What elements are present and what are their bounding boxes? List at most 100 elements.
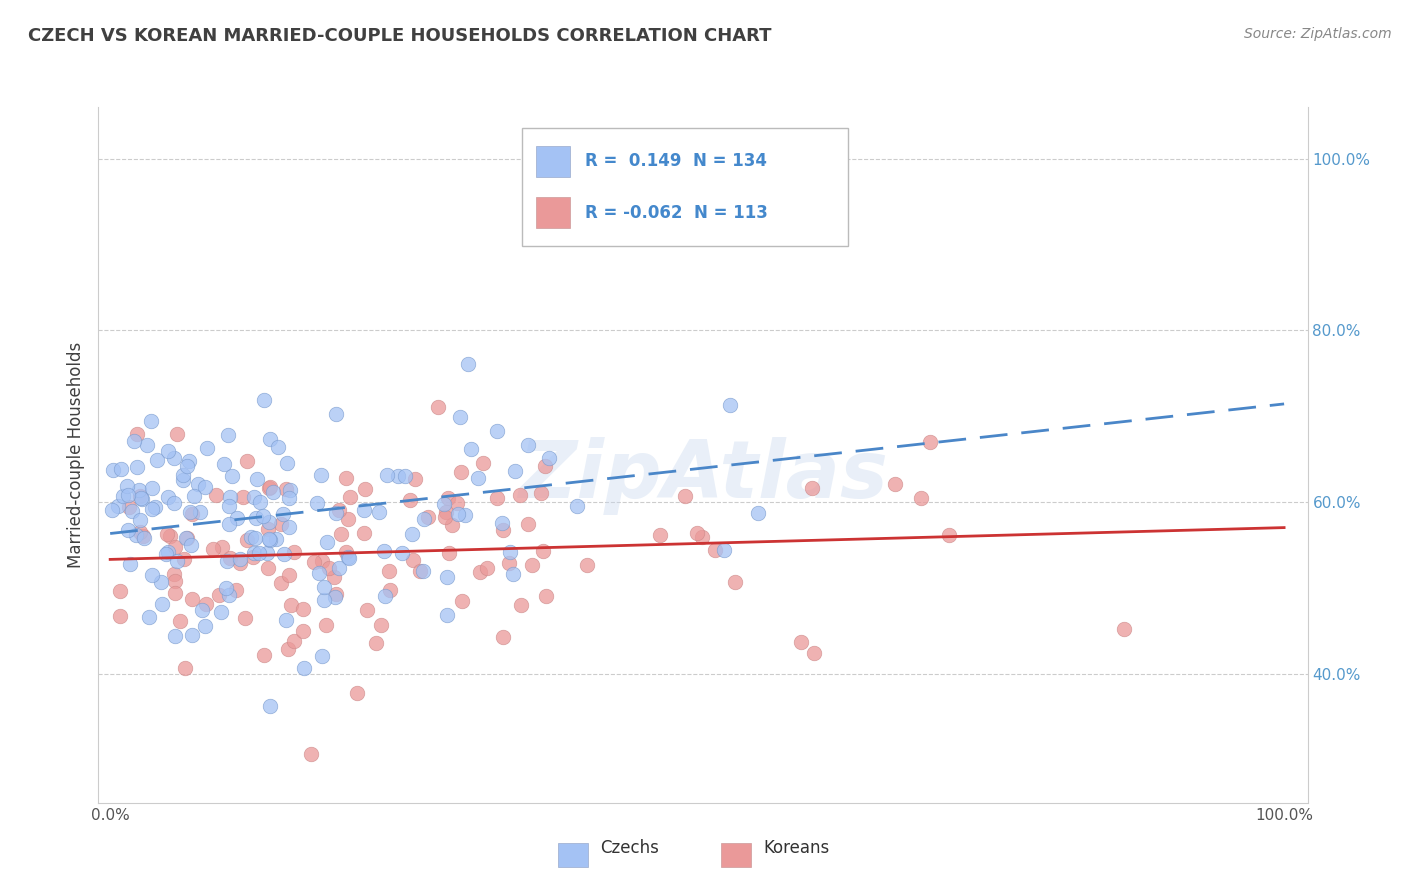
Point [150, 597, 173, 611]
Point [173, 551, 195, 566]
Point [434, 505, 457, 519]
Point [538, 450, 561, 465]
Point [446, 496, 468, 510]
Point [491, 516, 513, 530]
Point [273, 547, 295, 561]
Point [187, 476, 209, 491]
Point [229, 552, 252, 566]
Point [370, 618, 392, 632]
Point [112, 489, 135, 503]
Point [339, 490, 361, 504]
Point [125, 527, 148, 541]
Point [329, 526, 352, 541]
Point [394, 468, 416, 483]
Point [249, 495, 271, 509]
Point [516, 438, 538, 452]
Point [194, 480, 217, 494]
Point [165, 586, 187, 600]
Point [353, 503, 375, 517]
Point [309, 467, 332, 482]
Point [328, 502, 350, 516]
Point [486, 424, 509, 438]
Point [516, 517, 538, 532]
Text: R = -0.062  N = 113: R = -0.062 N = 113 [585, 203, 768, 222]
Point [803, 646, 825, 660]
Point [270, 575, 292, 590]
Point [356, 603, 378, 617]
Point [218, 517, 240, 532]
Point [117, 488, 139, 502]
Point [131, 491, 153, 506]
Point [177, 454, 200, 468]
Point [245, 511, 267, 525]
Point [201, 541, 224, 556]
Point [232, 490, 254, 504]
Point [565, 500, 588, 514]
Point [399, 493, 422, 508]
Point [457, 357, 479, 371]
Point [713, 543, 735, 558]
Point [172, 467, 194, 482]
Point [247, 546, 270, 560]
Point [277, 520, 299, 534]
Point [312, 580, 335, 594]
Point [724, 574, 747, 589]
Point [245, 531, 267, 545]
Point [318, 560, 340, 574]
Point [437, 491, 460, 506]
Point [409, 565, 432, 579]
Point [437, 546, 460, 560]
Point [322, 570, 344, 584]
Point [337, 512, 360, 526]
Point [325, 408, 347, 422]
Point [190, 603, 212, 617]
Point [299, 747, 322, 762]
Point [918, 435, 941, 450]
Point [136, 437, 159, 451]
Point [217, 428, 239, 442]
Point [467, 471, 489, 485]
Point [118, 557, 141, 571]
Point [336, 550, 359, 565]
Point [790, 634, 813, 648]
Point [259, 533, 281, 548]
Point [510, 598, 533, 612]
Point [108, 609, 131, 624]
Point [401, 527, 423, 541]
Point [337, 551, 360, 566]
Point [314, 592, 336, 607]
Point [243, 490, 266, 504]
Point [270, 516, 292, 531]
Point [534, 459, 557, 474]
Point [211, 541, 233, 555]
Point [266, 532, 288, 546]
Point [454, 508, 477, 522]
Point [374, 589, 396, 603]
Point [335, 471, 357, 485]
Point [214, 581, 236, 595]
Point [451, 594, 474, 608]
Point [259, 432, 281, 446]
Point [188, 504, 211, 518]
Point [447, 508, 470, 522]
Point [253, 648, 276, 662]
Point [378, 583, 401, 598]
Point [391, 546, 413, 560]
Point [240, 530, 263, 544]
Bar [721, 843, 751, 867]
Point [276, 456, 298, 470]
Point [502, 566, 524, 581]
Point [747, 506, 769, 520]
Point [129, 491, 152, 505]
Point [217, 554, 239, 568]
Point [226, 511, 249, 525]
Point [124, 434, 146, 449]
Point [492, 630, 515, 644]
Point [180, 538, 202, 552]
Bar [536, 145, 569, 177]
Point [262, 484, 284, 499]
Point [938, 528, 960, 542]
Point [402, 553, 425, 567]
Point [449, 409, 471, 424]
Point [271, 507, 294, 521]
